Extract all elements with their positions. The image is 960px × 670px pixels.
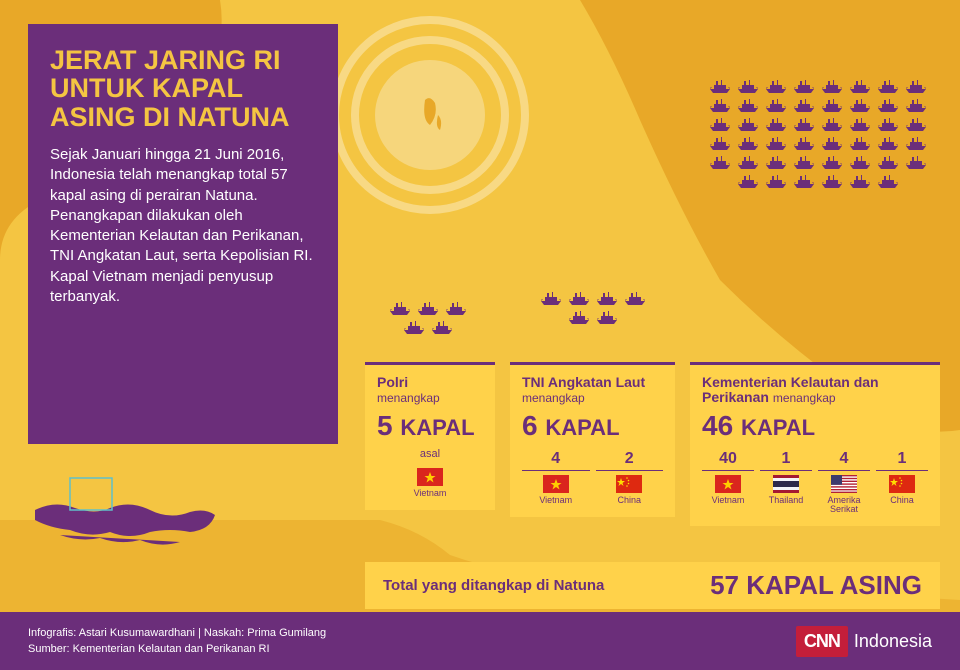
- credit-source: Sumber: Kementerian Kelautan dan Perikan…: [28, 641, 326, 658]
- agency-label: TNI Angkatan Lautmenangkap: [522, 375, 663, 406]
- origin-item: 40Vietnam: [702, 450, 754, 514]
- origin-item: 2China: [596, 450, 664, 505]
- kapal-count: 5 KAPAL: [377, 410, 483, 442]
- origin-row-0: Vietnam: [377, 468, 483, 498]
- cnn-logo: CNN Indonesia: [796, 626, 932, 657]
- stat-box-kkp: Kementerian Kelautan dan Perikanan menan…: [690, 362, 940, 526]
- origin-item: Vietnam: [377, 468, 483, 498]
- agency-label: Polrimenangkap: [377, 375, 483, 406]
- indonesia-mini-map: [30, 460, 220, 565]
- cnn-brand: CNN: [796, 626, 848, 657]
- credit-line: Infografis: Astari Kusumawardhani | Nask…: [28, 625, 326, 642]
- origin-item: 1Thailand: [760, 450, 812, 514]
- ship-grid-polri: [365, 300, 490, 338]
- ship-grid-kkp: [695, 78, 940, 192]
- total-label: Total yang ditangkap di Natuna: [383, 577, 604, 594]
- ship-grid-tni: [520, 290, 665, 328]
- headline-body: Sejak Januari hingga 21 Juni 2016, Indon…: [50, 145, 316, 307]
- origin-row-1: 4Vietnam2China: [522, 450, 663, 505]
- stat-box-tni: TNI Angkatan Lautmenangkap 6 KAPAL 4Viet…: [510, 362, 675, 517]
- origin-item: 4Amerika Serikat: [818, 450, 870, 514]
- footer: Infografis: Astari Kusumawardhani | Nask…: [0, 612, 960, 670]
- origin-item: 1China: [876, 450, 928, 514]
- natuna-radar: [330, 15, 530, 215]
- kapal-count: 46 KAPAL: [702, 410, 928, 442]
- origin-row-2: 40Vietnam1Thailand4Amerika Serikat1China: [702, 450, 928, 514]
- agency-label: Kementerian Kelautan dan Perikanan menan…: [702, 375, 928, 406]
- total-bar: Total yang ditangkap di Natuna 57 KAPAL …: [365, 562, 940, 609]
- headline-title: JERAT JARING RI UNTUK KAPAL ASING DI NAT…: [50, 46, 316, 131]
- kapal-count: 6 KAPAL: [522, 410, 663, 442]
- stat-box-polri: Polrimenangkap 5 KAPAL asal Vietnam: [365, 362, 495, 510]
- origin-item: 4Vietnam: [522, 450, 590, 505]
- cnn-region: Indonesia: [854, 631, 932, 652]
- credits: Infografis: Astari Kusumawardhani | Nask…: [28, 625, 326, 658]
- total-value: 57 KAPAL ASING: [710, 570, 922, 601]
- headline-box: JERAT JARING RI UNTUK KAPAL ASING DI NAT…: [28, 24, 338, 444]
